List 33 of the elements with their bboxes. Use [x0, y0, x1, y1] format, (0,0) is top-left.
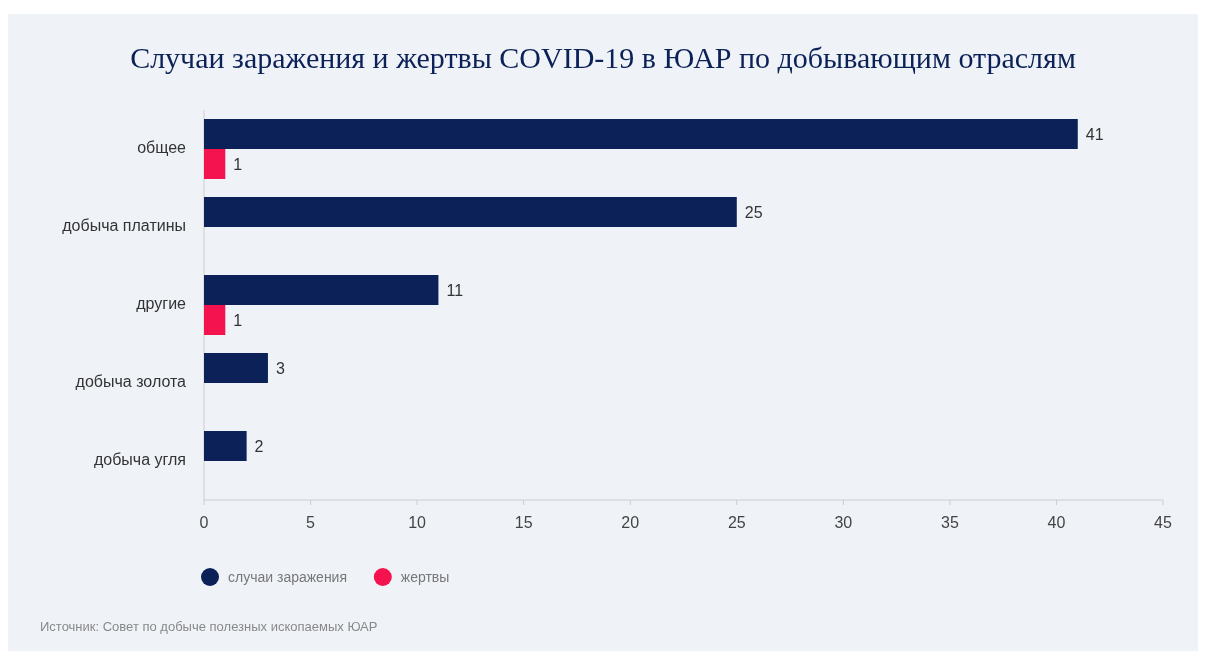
bar [204, 305, 226, 335]
bar [204, 119, 1078, 149]
chart-title: Случаи заражения и жертвы COVID-19 в ЮАР по добывающим отраслям [130, 41, 1076, 74]
bar [204, 431, 247, 461]
x-tick-label: 5 [306, 514, 316, 531]
y-tick-label: другие [136, 294, 187, 312]
data-label: 1 [233, 311, 243, 329]
x-tick-label: 45 [1154, 514, 1172, 531]
data-label: 1 [233, 155, 243, 173]
legend-label: случаи заражения [228, 569, 348, 585]
data-label: 25 [744, 203, 763, 221]
x-tick-label: 10 [408, 514, 427, 531]
x-tick-label: 15 [514, 514, 533, 531]
x-tick-label: 20 [621, 514, 640, 531]
y-tick-label: добыча золота [75, 372, 187, 390]
x-tick-label: 25 [727, 514, 746, 531]
x-tick-label: 35 [940, 514, 959, 531]
y-tick-label: общее [137, 138, 187, 156]
data-label: 41 [1085, 125, 1104, 143]
data-label: 3 [275, 359, 285, 377]
bar [204, 353, 268, 383]
data-label: 2 [254, 437, 264, 455]
legend-label: жертвы [400, 569, 450, 585]
y-tick-label: добыча платины [62, 216, 186, 234]
x-tick-label: 40 [1047, 514, 1066, 531]
bar [204, 149, 226, 179]
bar [204, 197, 737, 227]
bar [204, 275, 439, 305]
y-tick-label: добыча угля [93, 450, 186, 468]
x-tick-label: 30 [834, 514, 853, 531]
text: Источник: Совет по добыче полезных ископаемых ЮАР [40, 619, 378, 634]
x-tick-label: 0 [199, 514, 209, 531]
data-label: 11 [446, 281, 464, 299]
